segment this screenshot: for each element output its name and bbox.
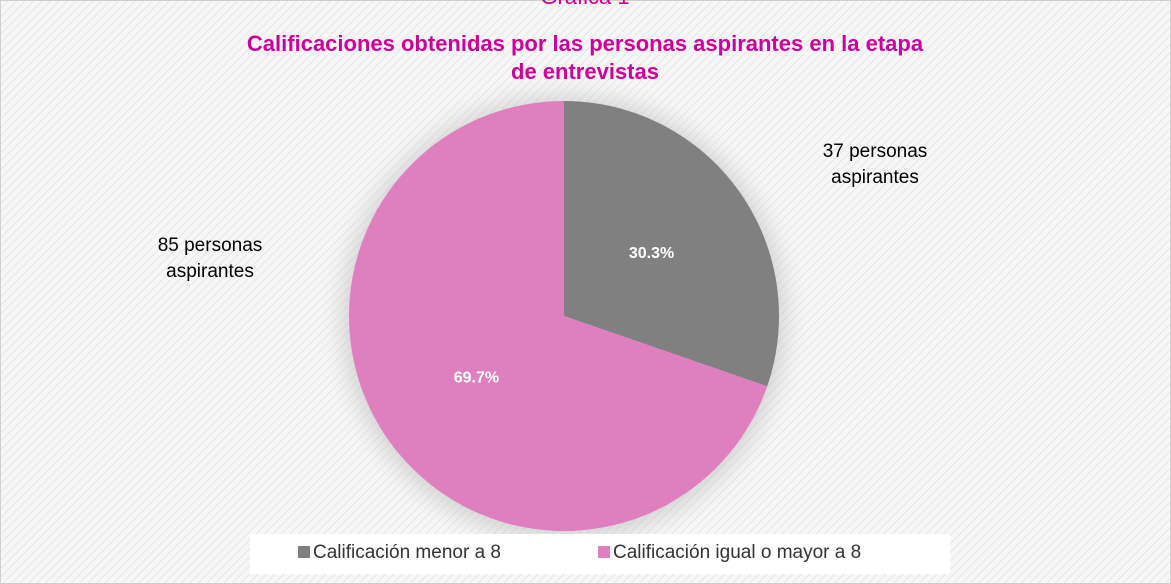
slice-annotation: 37 personas: [823, 141, 928, 162]
legend-swatch: [298, 546, 310, 558]
heading: Gráfica 1: [540, 0, 629, 9]
legend-label: Calificación igual o mayor a 8: [613, 542, 861, 563]
value-label: 69.7%: [454, 370, 499, 387]
legend-swatch: [598, 546, 610, 558]
pie-slice: [564, 101, 779, 387]
slice-annotation: aspirantes: [831, 167, 919, 188]
slice-annotation: aspirantes: [166, 261, 254, 282]
chart-title: de entrevistas: [511, 59, 659, 84]
legend-label: Calificación menor a 8: [313, 542, 501, 563]
chart-title: Calificaciones obtenidas por las persona…: [247, 31, 924, 56]
value-label: 30.3%: [629, 245, 674, 262]
pie-slice: [349, 101, 768, 532]
slice-annotation: 85 personas: [158, 235, 263, 256]
